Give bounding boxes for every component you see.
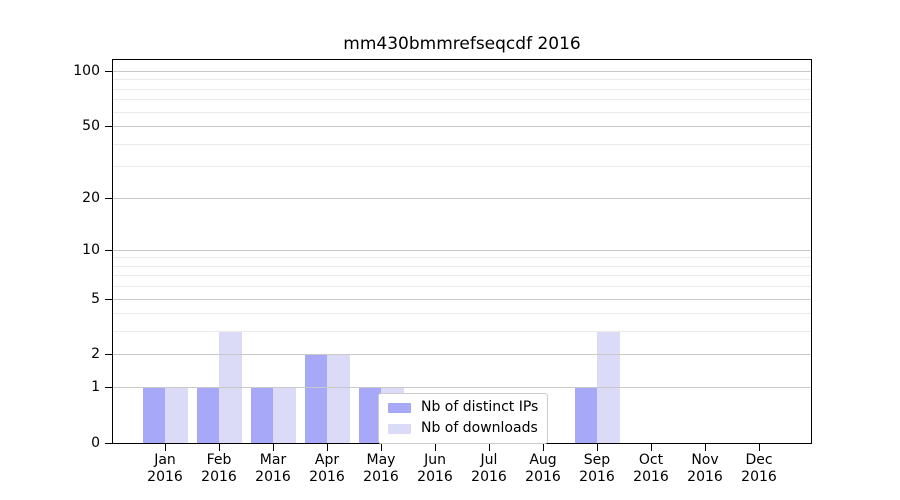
x-tick-sep	[597, 444, 598, 451]
gridline-minor-7	[113, 275, 811, 276]
x-tick-label-dec: Dec 2016	[741, 452, 777, 485]
legend-label-downloads: Nb of downloads	[421, 420, 538, 436]
gridline-minor-6	[113, 286, 811, 287]
chart-title: mm430bmmrefseqcdf 2016	[343, 34, 581, 54]
gridline-minor-30	[113, 166, 811, 167]
x-tick-label-may: May 2016	[363, 452, 399, 485]
x-tick-may	[381, 444, 382, 451]
x-tick-jan	[165, 444, 166, 451]
bar-distinct-ips-apr	[304, 354, 327, 443]
legend: Nb of distinct IPs Nb of downloads	[378, 393, 549, 444]
legend-swatch-distinct-ips	[388, 402, 411, 413]
y-tick-1	[105, 387, 112, 388]
x-tick-label-nov: Nov 2016	[687, 452, 723, 485]
y-tick-label-2: 2	[91, 346, 100, 362]
x-tick-mar	[273, 444, 274, 451]
x-tick-label-oct: Oct 2016	[633, 452, 669, 485]
x-tick-nov	[705, 444, 706, 451]
x-tick-dec	[759, 444, 760, 451]
x-tick-label-jul: Jul 2016	[471, 452, 507, 485]
legend-entry-downloads: Nb of downloads	[388, 420, 538, 437]
bar-distinct-ips-mar	[250, 387, 273, 443]
x-tick-aug	[543, 444, 544, 451]
gridline-major-10	[113, 250, 811, 251]
legend-label-distinct-ips: Nb of distinct IPs	[421, 399, 539, 415]
bar-distinct-ips-feb	[196, 387, 219, 443]
gridline-minor-3	[113, 331, 811, 332]
gridlines-layer	[113, 60, 811, 443]
x-tick-apr	[327, 444, 328, 451]
bar-distinct-ips-jan	[142, 387, 165, 443]
legend-entry-distinct-ips: Nb of distinct IPs	[388, 399, 538, 416]
x-tick-label-sep: Sep 2016	[579, 452, 615, 485]
gridline-major-50	[113, 126, 811, 127]
x-tick-label-jun: Jun 2016	[417, 452, 453, 485]
x-tick-oct	[651, 444, 652, 451]
y-tick-label-100: 100	[73, 63, 100, 79]
gridline-major-20	[113, 198, 811, 199]
gridline-minor-80	[113, 89, 811, 90]
gridline-major-5	[113, 299, 811, 300]
y-tick-label-1: 1	[91, 379, 100, 395]
bar-downloads-apr	[327, 354, 350, 443]
gridline-major-100	[113, 71, 811, 72]
gridline-minor-40	[113, 144, 811, 145]
gridline-major-2	[113, 354, 811, 355]
bar-distinct-ips-sep	[574, 387, 597, 443]
bar-downloads-jan	[165, 387, 188, 443]
y-tick-label-5: 5	[91, 291, 100, 307]
x-tick-jun	[435, 444, 436, 451]
y-tick-label-10: 10	[82, 242, 100, 258]
gridline-minor-4	[113, 313, 811, 314]
gridline-minor-9	[113, 257, 811, 258]
gridline-minor-90	[113, 79, 811, 80]
x-tick-label-aug: Aug 2016	[525, 452, 561, 485]
y-tick-label-50: 50	[82, 118, 100, 134]
y-tick-10	[105, 250, 112, 251]
x-tick-label-apr: Apr 2016	[309, 452, 345, 485]
bar-downloads-mar	[273, 387, 296, 443]
x-tick-label-mar: Mar 2016	[255, 452, 291, 485]
x-tick-label-feb: Feb 2016	[201, 452, 237, 485]
y-tick-100	[105, 71, 112, 72]
y-tick-50	[105, 126, 112, 127]
x-tick-label-jan: Jan 2016	[147, 452, 183, 485]
gridline-minor-8	[113, 266, 811, 267]
x-tick-jul	[489, 444, 490, 451]
legend-swatch-downloads	[388, 423, 411, 434]
gridline-major-1	[113, 387, 811, 388]
bar-distinct-ips-may	[358, 387, 381, 443]
gridline-minor-70	[113, 99, 811, 100]
y-tick-20	[105, 198, 112, 199]
y-tick-0	[105, 443, 112, 444]
x-tick-feb	[219, 444, 220, 451]
y-tick-2	[105, 354, 112, 355]
y-tick-5	[105, 299, 112, 300]
gridline-minor-60	[113, 112, 811, 113]
y-tick-label-20: 20	[82, 190, 100, 206]
plot-area: Nb of distinct IPs Nb of downloads	[112, 59, 812, 444]
y-tick-label-0: 0	[91, 435, 100, 451]
